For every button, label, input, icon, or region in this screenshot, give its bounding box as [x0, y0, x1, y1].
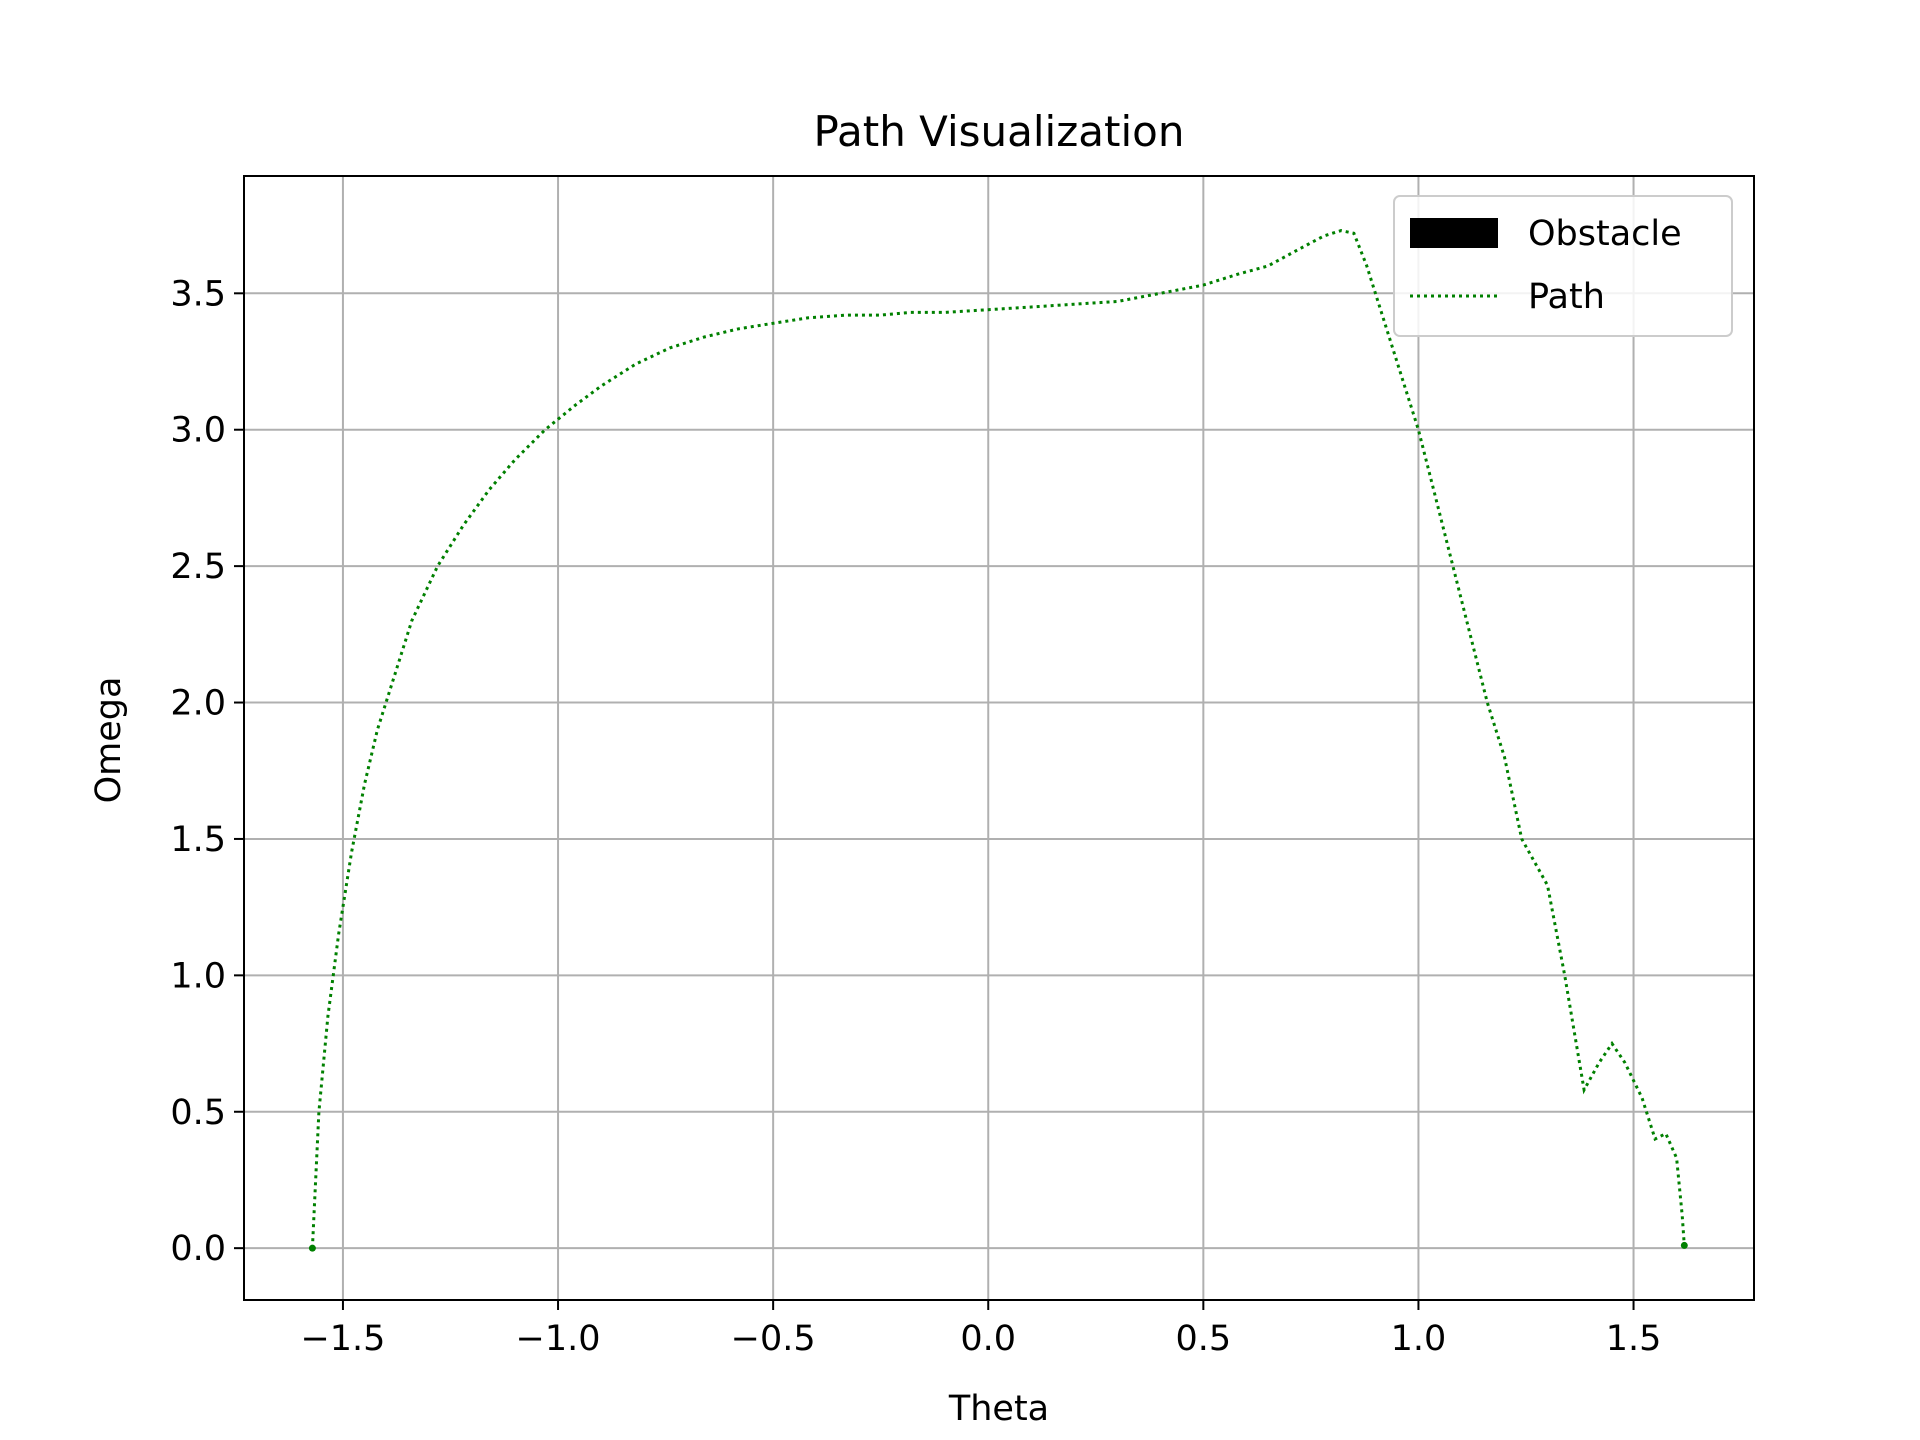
- x-tick-label: 1.0: [1391, 1319, 1447, 1359]
- y-tick-label: 0.0: [170, 1229, 226, 1269]
- series-path-line: [310, 229, 1686, 1249]
- x-tick-label: −1.0: [516, 1319, 601, 1359]
- legend-label-path: Path: [1528, 277, 1605, 317]
- y-tick-label: 0.5: [170, 1093, 226, 1133]
- chart-title: Path Visualization: [814, 107, 1185, 156]
- x-tick-label: 0.5: [1176, 1319, 1232, 1359]
- x-tick-label: −0.5: [731, 1319, 816, 1359]
- y-tick-label: 3.0: [170, 411, 226, 451]
- x-tick-label: 1.5: [1606, 1319, 1662, 1359]
- y-tick-label: 2.5: [170, 547, 226, 587]
- series-layer: [308, 229, 1688, 1252]
- legend-swatch-obstacle: [1410, 218, 1498, 248]
- y-tick-label: 1.5: [170, 820, 226, 860]
- x-tick-label: −1.5: [300, 1319, 385, 1359]
- y-tick-label: 3.5: [170, 274, 226, 314]
- y-axis-label: Omega: [89, 677, 129, 804]
- path-end-point: [1680, 1241, 1688, 1249]
- plot-frame: [243, 175, 1755, 1301]
- legend: Obstacle Path: [1393, 195, 1733, 337]
- grid: [244, 176, 1754, 1300]
- ticks: −1.5 −1.0 −0.5 0.0 0.5 1.0 1.5 0.0 0.5 1.0 1.5 2.0 2…: [170, 274, 1661, 1359]
- x-tick-label: 0.0: [960, 1319, 1016, 1359]
- x-axis-label: Theta: [948, 1389, 1049, 1429]
- legend-label-obstacle: Obstacle: [1528, 214, 1682, 254]
- y-tick-label: 2.0: [170, 684, 226, 724]
- path-start-point: [308, 1244, 316, 1252]
- y-tick-label: 1.0: [170, 956, 226, 996]
